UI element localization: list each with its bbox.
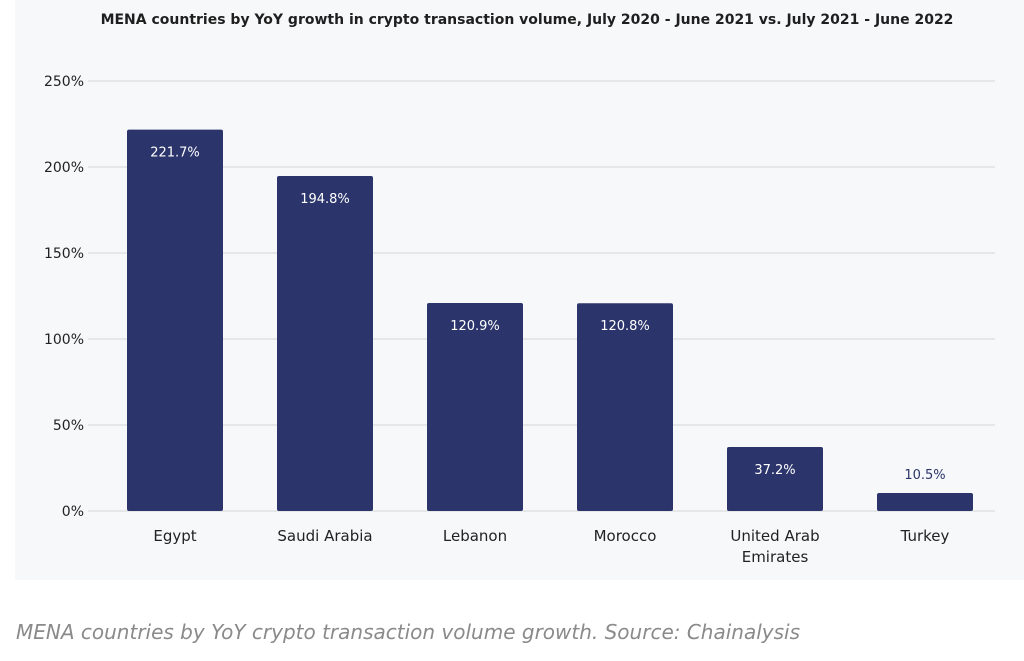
y-tick-label: 0%	[62, 504, 84, 520]
y-tick-label: 200%	[44, 160, 84, 176]
bars	[127, 129, 973, 511]
bar	[877, 492, 973, 511]
y-tick-label: 250%	[44, 74, 84, 90]
category-label: Egypt	[153, 527, 196, 545]
category-label: United Arab	[730, 527, 819, 545]
bar	[427, 303, 523, 511]
category-label: Saudi Arabia	[277, 527, 372, 545]
figure-caption: MENA countries by YoY crypto transaction…	[16, 620, 801, 644]
y-tick-label: 50%	[53, 418, 84, 434]
category-label: Emirates	[742, 548, 809, 566]
chart-title: MENA countries by YoY growth in crypto t…	[101, 12, 954, 28]
bar	[277, 175, 373, 511]
data-label: 37.2%	[754, 463, 795, 478]
bar	[727, 447, 823, 511]
data-label: 194.8%	[300, 192, 350, 207]
data-label: 120.8%	[600, 319, 650, 334]
category-labels: Egypt Saudi Arabia Lebanon Morocco United Ar…	[153, 527, 949, 566]
data-label: 221.7%	[150, 146, 200, 161]
category-label: Morocco	[594, 527, 657, 545]
y-tick-label: 100%	[44, 332, 84, 348]
data-label: 10.5%	[904, 468, 945, 483]
data-label: 120.9%	[450, 319, 500, 334]
category-label: Lebanon	[443, 527, 507, 545]
y-tick-label: 150%	[44, 246, 84, 262]
category-label: Turkey	[900, 527, 950, 545]
data-labels: 221.7% 194.8% 120.9% 120.8% 37.2% 10.5%	[150, 146, 945, 483]
bar-chart: MENA countries by YoY growth in crypto t…	[44, 12, 995, 566]
bar	[577, 303, 673, 511]
bar	[127, 129, 223, 511]
y-axis-ticks: 0% 50% 100% 150% 200% 250%	[44, 74, 84, 520]
grid-lines	[88, 80, 995, 512]
